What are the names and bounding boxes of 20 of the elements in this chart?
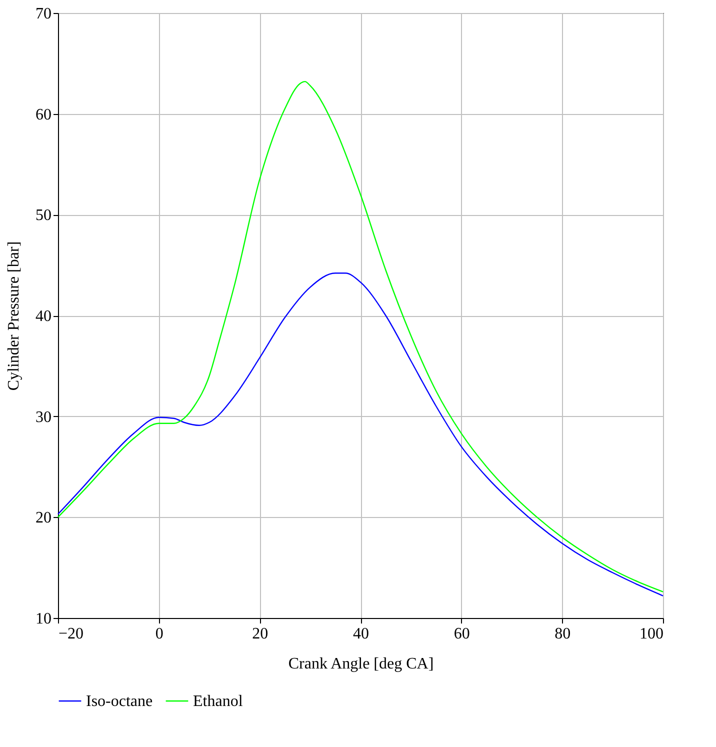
y-tick-label: 20 — [36, 510, 52, 527]
y-tick-label: 40 — [36, 308, 52, 325]
y-tick-label: 60 — [36, 106, 52, 124]
legend-label: Iso-octane — [86, 693, 153, 710]
y-tick-label: 10 — [36, 610, 52, 628]
x-tick-label: 60 — [454, 626, 470, 642]
y-axis-title: Cylinder Pressure [bar] — [6, 241, 22, 391]
x-tick-label: 20 — [252, 626, 268, 642]
y-tick-label: 30 — [36, 408, 52, 426]
line-series — [57, 272, 664, 596]
line-series — [57, 80, 664, 592]
x-tick-label: −20 — [58, 626, 84, 642]
x-axis-title: Crank Angle [deg CA] — [288, 656, 434, 672]
x-tick-label: 100 — [640, 626, 664, 642]
legend-label: Ethanol — [193, 693, 244, 710]
y-tick-label: 70 — [36, 6, 52, 22]
x-tick-label: 80 — [554, 626, 571, 642]
x-tick-label: 40 — [353, 626, 369, 642]
y-tick-label: 50 — [36, 207, 52, 224]
x-tick-label: 0 — [155, 626, 164, 642]
